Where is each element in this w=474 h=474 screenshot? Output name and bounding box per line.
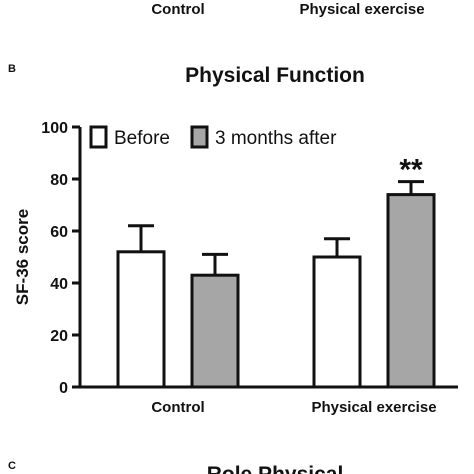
previous-panel-category-label: Control: [151, 1, 204, 18]
bar: [386, 193, 436, 389]
x-tick-label: Physical exercise: [311, 399, 436, 416]
legend-swatch: [190, 125, 209, 149]
chart-bars: **: [116, 154, 436, 389]
y-tick-label: 100: [41, 120, 68, 137]
y-tick-label: 0: [59, 380, 68, 397]
chart-title: Physical Function: [185, 64, 365, 87]
y-tick-label: 80: [50, 172, 68, 189]
x-tick-label: Control: [151, 399, 204, 416]
y-tick-label: 60: [50, 224, 68, 241]
panel-letter: B: [8, 63, 16, 75]
y-tick-label: 20: [50, 328, 68, 345]
bar: [312, 255, 362, 389]
legend-label: Before: [114, 128, 170, 149]
significance-annotation: **: [399, 154, 423, 187]
chart-legend: Before 3 months after: [89, 125, 337, 149]
next-panel-title: Role Physical: [207, 463, 344, 474]
y-axis-label: SF-36 score: [13, 209, 32, 305]
bar: [190, 273, 240, 389]
legend-swatch: [89, 125, 108, 149]
y-tick-label: 40: [50, 276, 68, 293]
previous-panel-category-label: Physical exercise: [299, 1, 424, 18]
legend-label: 3 months after: [215, 128, 337, 149]
bar: [116, 250, 166, 389]
panel-letter: C: [8, 460, 16, 472]
